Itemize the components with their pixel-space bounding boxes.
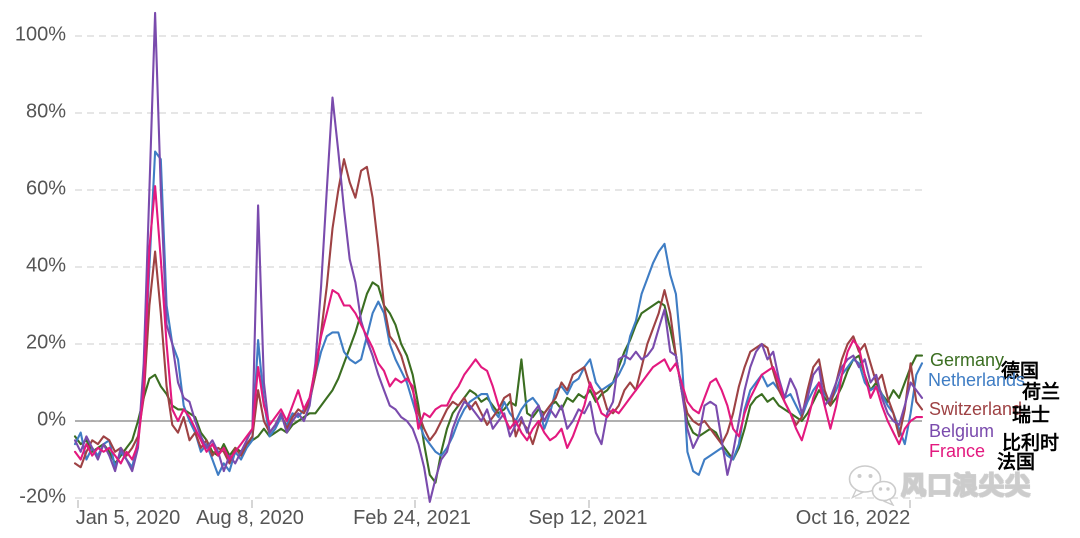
x-axis-tick-label: Feb 24, 2021 xyxy=(353,507,471,529)
legend-label-belgium-zh: 比利时 xyxy=(1002,433,1060,454)
y-axis-tick-label: 100% xyxy=(14,23,66,46)
x-axis-tick-label: Sep 12, 2021 xyxy=(528,507,648,529)
legend-label-netherlands: Netherlands xyxy=(928,370,1026,390)
x-axis-tick-label: Aug 8, 2020 xyxy=(196,507,304,529)
legend-label-france: France xyxy=(929,441,986,461)
legend-label-germany-zh: 德国 xyxy=(1001,361,1040,382)
legend-label-france-zh: 法国 xyxy=(997,452,1036,473)
y-axis-tick-label: 60% xyxy=(25,177,66,200)
x-axis-tick-label: Oct 16, 2022 xyxy=(795,507,911,529)
series-line-france xyxy=(73,185,924,465)
watermark: 风口浪尖尖 xyxy=(846,462,1031,506)
series-line-belgium xyxy=(73,11,924,503)
series-line-germany xyxy=(73,281,924,484)
y-axis-tick-label: 80% xyxy=(25,100,66,123)
y-axis-tick-label: 0% xyxy=(37,408,66,431)
legend-label-switzerland-zh: 瑞士 xyxy=(1012,405,1051,426)
y-axis-tick-label: 40% xyxy=(25,254,66,277)
x-axis-tick-label: Jan 5, 2020 xyxy=(75,507,181,529)
y-axis-tick-label: -20% xyxy=(19,485,66,508)
legend-label-switzerland: Switzerland xyxy=(929,399,1023,419)
wechat-icon xyxy=(848,465,897,506)
legend-label-netherlands-zh: 荷兰 xyxy=(1022,382,1061,403)
legend-label-belgium: Belgium xyxy=(929,421,995,441)
y-axis-tick-label: 20% xyxy=(25,331,66,354)
watermark-text: 风口浪尖尖 xyxy=(900,471,1032,500)
legend-label-germany: Germany xyxy=(930,350,1005,370)
